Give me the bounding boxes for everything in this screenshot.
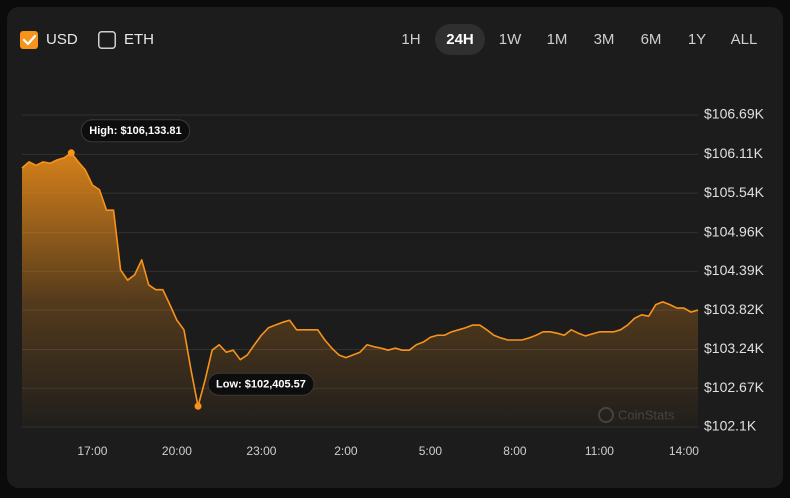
x-tick-label: 5:00	[419, 444, 443, 458]
y-tick-label: $104.39K	[704, 262, 765, 278]
range-label[interactable]: 24H	[446, 31, 474, 48]
x-tick-label: 2:00	[334, 444, 358, 458]
checkbox-checked[interactable]	[20, 31, 38, 49]
range-button[interactable]: ALL	[731, 31, 758, 48]
range-label[interactable]: 6M	[641, 31, 662, 48]
range-label[interactable]: 1H	[401, 31, 420, 48]
annotation-box	[207, 372, 315, 396]
currency-toggle[interactable]: ETH	[98, 31, 154, 49]
annotation-dot	[67, 149, 75, 157]
y-tick-label: $103.82K	[704, 301, 765, 317]
range-button[interactable]: 1Y	[688, 31, 706, 48]
y-tick-label: $105.54K	[704, 184, 765, 200]
range-label[interactable]: 1M	[547, 31, 568, 48]
y-tick-label: $102.1K	[704, 418, 757, 434]
range-button[interactable]: 1W	[499, 31, 522, 48]
y-tick-label: $106.69K	[704, 106, 765, 122]
x-tick-label: 17:00	[77, 444, 107, 458]
range-button[interactable]: 1M	[547, 31, 568, 48]
x-tick-label: 8:00	[503, 444, 527, 458]
range-label[interactable]: 1W	[499, 31, 522, 48]
range-button[interactable]: 3M	[594, 31, 615, 48]
area-fill	[22, 152, 698, 427]
x-tick-label: 23:00	[246, 444, 276, 458]
checkbox[interactable]	[98, 31, 116, 49]
annotation-box	[80, 119, 191, 143]
x-tick-label: 14:00	[669, 444, 699, 458]
range-button[interactable]: 6M	[641, 31, 662, 48]
range-label[interactable]: 1Y	[688, 31, 706, 48]
price-line	[21, 152, 699, 408]
range-label[interactable]: 3M	[594, 31, 615, 48]
range-button[interactable]: 1H	[401, 31, 420, 48]
y-tick-label: $106.11K	[704, 145, 764, 161]
check-icon	[22, 34, 37, 46]
annotation-text: High: $106,133.81	[89, 125, 181, 137]
currency-label: ETH	[124, 31, 154, 48]
x-tick-label: 20:00	[162, 444, 192, 458]
annotation-text: Low: $102,405.57	[216, 379, 306, 391]
y-tick-label: $102.67K	[704, 379, 765, 395]
range-label[interactable]: ALL	[731, 31, 758, 48]
range-button[interactable]: 24H	[435, 24, 485, 55]
annotation: Low: $102,405.57	[194, 372, 315, 410]
y-tick-label: $103.24K	[704, 340, 765, 356]
annotation: High: $106,133.81	[67, 119, 191, 157]
x-tick-label: 11:00	[585, 444, 614, 458]
annotation-dot	[194, 402, 202, 410]
range-selected-bg[interactable]	[435, 24, 485, 55]
currency-label: USD	[46, 31, 78, 48]
y-tick-label: $104.96K	[704, 223, 765, 239]
currency-toggle[interactable]: USD	[20, 31, 78, 49]
